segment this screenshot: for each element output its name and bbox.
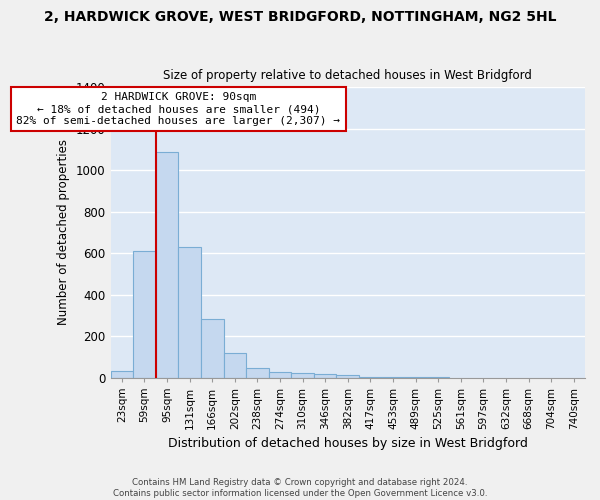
Bar <box>156 152 178 378</box>
Bar <box>337 376 359 378</box>
Bar <box>292 374 314 378</box>
Text: 2, HARDWICK GROVE, WEST BRIDGFORD, NOTTINGHAM, NG2 5HL: 2, HARDWICK GROVE, WEST BRIDGFORD, NOTTI… <box>44 10 556 24</box>
Bar <box>246 368 269 378</box>
Bar <box>201 320 224 378</box>
Text: 2 HARDWICK GROVE: 90sqm
← 18% of detached houses are smaller (494)
82% of semi-d: 2 HARDWICK GROVE: 90sqm ← 18% of detache… <box>16 92 340 126</box>
Bar <box>110 372 133 378</box>
Bar <box>269 372 292 378</box>
Bar <box>314 374 337 378</box>
X-axis label: Distribution of detached houses by size in West Bridgford: Distribution of detached houses by size … <box>168 437 528 450</box>
Bar <box>359 377 382 378</box>
Bar <box>178 247 201 378</box>
Y-axis label: Number of detached properties: Number of detached properties <box>58 140 70 326</box>
Bar <box>133 251 156 378</box>
Title: Size of property relative to detached houses in West Bridgford: Size of property relative to detached ho… <box>163 69 532 82</box>
Text: Contains HM Land Registry data © Crown copyright and database right 2024.
Contai: Contains HM Land Registry data © Crown c… <box>113 478 487 498</box>
Bar <box>224 352 246 378</box>
